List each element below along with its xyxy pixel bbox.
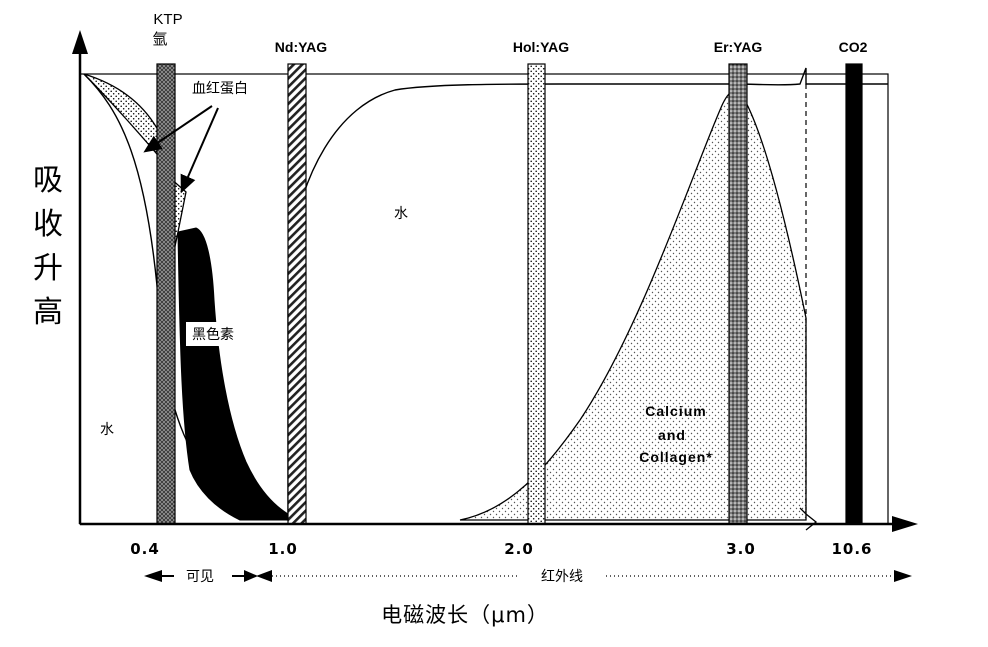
x-tick-3.0: 3.0 [726, 540, 756, 558]
ktp-label: KTP [153, 11, 182, 28]
calcium-label: Calcium [645, 403, 706, 419]
x-tick-2.0: 2.0 [504, 540, 534, 558]
visible-band-label: 可见 [186, 569, 214, 585]
y-axis-label-char-2: 收 [33, 207, 63, 242]
axis-break [799, 507, 818, 531]
co2-laser-bar [845, 63, 863, 525]
visible-band-arrow-left [144, 570, 162, 582]
y-axis-label-char-4: 高 [33, 295, 63, 330]
ndyag-laser-bar [287, 63, 307, 525]
melanin-area [177, 227, 289, 521]
x-tick-1.0: 1.0 [268, 540, 298, 558]
co2-label: CO2 [839, 39, 868, 55]
collagen-label: Collagen* [639, 449, 713, 465]
infrared-band-arrow-right [894, 570, 912, 582]
ndyag-label: Nd:YAG [275, 39, 327, 55]
and-label: and [658, 427, 686, 443]
eryag-laser-bar [728, 63, 748, 525]
holyag-laser-bar [527, 63, 546, 525]
x-axis-arrow [892, 516, 918, 532]
eryag-label: Er:YAG [714, 39, 763, 55]
y-axis-label-char-1: 吸 [33, 163, 63, 198]
infrared-band-label: 红外线 [541, 569, 583, 585]
holyag-label: Hol:YAG [513, 39, 569, 55]
x-tick-0.4: 0.4 [130, 540, 160, 558]
calcium-collagen-area [459, 89, 807, 521]
visible-band-arrow-right [244, 570, 258, 582]
melanin-label: 黑色素 [192, 326, 234, 343]
x-axis-label: 电磁波长（μm） [381, 603, 549, 627]
melanin-label-bg [186, 322, 248, 346]
infrared-band-arrow-left [256, 570, 272, 582]
hemoglobin-pointer-1 [143, 105, 213, 153]
y-axis-label-char-3: 升 [33, 251, 63, 286]
water-label-left: 水 [100, 422, 114, 438]
hemoglobin-label: 血红蛋白 [192, 81, 248, 97]
hemoglobin-pointer-2 [180, 107, 219, 194]
x-tick-10.6: 10.6 [831, 540, 872, 558]
water-label-mid: 水 [394, 206, 408, 222]
argon-label: 氩 [152, 31, 167, 48]
y-axis-arrow [72, 30, 88, 54]
